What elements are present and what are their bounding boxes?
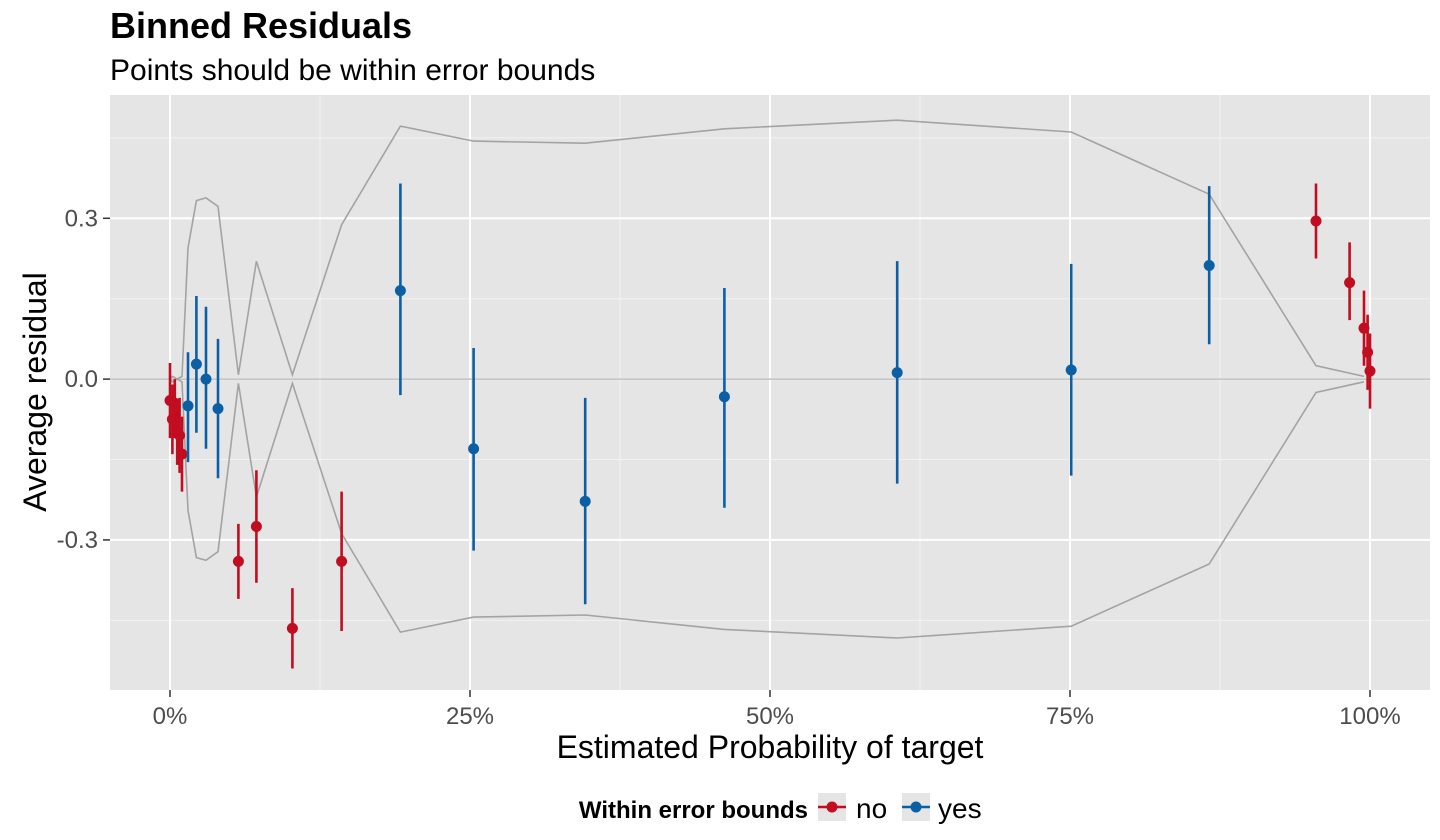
point-yes [212,403,224,415]
x-tick-label: 0% [153,703,188,730]
legend-key-no-point [826,801,838,813]
x-tick-label: 75% [1046,703,1094,730]
chart-title: Binned Residuals [110,5,412,46]
grid-lines [110,95,1430,690]
x-axis-ticks: 0% 25% 50% 75% 100% [153,690,1401,730]
legend-label-no: no [856,793,887,824]
legend: Within error bounds no yes [579,793,982,824]
legend-key-yes-point [910,801,922,813]
lower-bound-line [169,378,1365,639]
data-marks [164,183,1376,669]
point-yes [1065,364,1077,376]
point-no [174,429,186,441]
x-axis-title: Estimated Probability of target [557,729,984,765]
point-yes [891,367,903,379]
point-yes [182,400,194,412]
point-yes [718,391,730,403]
point-no [176,448,188,460]
point-no [286,622,298,634]
point-no [1310,215,1322,227]
point-yes [1203,259,1215,271]
point-no [232,555,244,567]
point-yes [190,358,202,370]
point-no [250,521,262,533]
legend-title: Within error bounds [579,797,808,824]
point-yes [394,285,406,297]
legend-label-yes: yes [938,793,982,824]
y-axis-title: Average residual [17,272,53,512]
point-no [336,555,348,567]
point-yes [579,495,591,507]
chart-subtitle: Points should be within error bounds [110,54,595,87]
y-tick-label: 0.0 [65,366,98,393]
x-tick-label: 25% [446,703,494,730]
y-axis-ticks: -0.3 0.0 0.3 [57,205,110,554]
point-no [1344,277,1356,289]
x-tick-label: 100% [1339,703,1400,730]
error-bounds [169,119,1365,639]
point-yes [200,373,212,385]
point-no [1362,346,1374,358]
point-no [1364,365,1376,377]
x-tick-label: 50% [746,703,794,730]
y-tick-label: -0.3 [57,527,98,554]
upper-bound-line [169,119,1365,381]
y-tick-label: 0.3 [65,205,98,232]
point-yes [468,443,480,455]
